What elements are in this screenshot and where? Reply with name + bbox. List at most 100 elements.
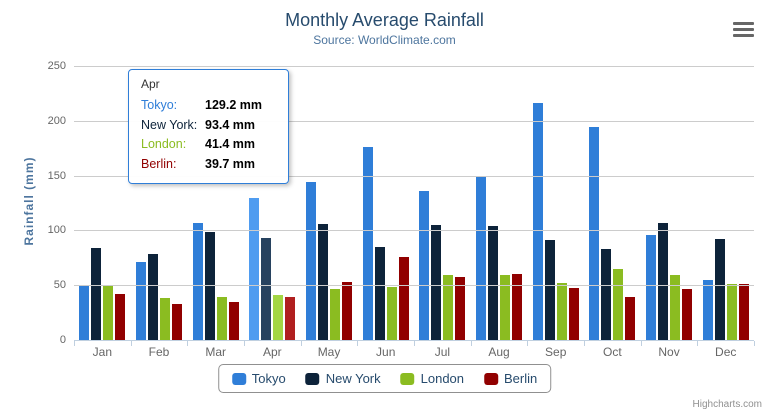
bar-berlin[interactable] [455, 277, 466, 340]
tooltip-value: 41.4 mm [205, 137, 256, 151]
x-axis-tick [640, 341, 642, 346]
category-slot-sep [527, 66, 584, 340]
category-slot-feb [131, 66, 188, 340]
y-axis-label: 200 [47, 114, 66, 127]
bar-new-york[interactable] [601, 248, 612, 340]
bar-tokyo[interactable] [532, 102, 543, 340]
legend-symbol [305, 372, 320, 385]
tooltip-rows: Tokyo: 129.2 mm New York: 93.4 mm London: 41.… [141, 96, 277, 174]
bar-berlin[interactable] [228, 302, 239, 340]
bar-tokyo[interactable] [646, 235, 657, 340]
bar-tokyo[interactable] [589, 127, 600, 340]
x-axis-label: Feb [148, 345, 170, 359]
bar-london[interactable] [330, 288, 341, 340]
bar-group [646, 66, 693, 340]
category-slot-aug [471, 66, 528, 340]
bar-london[interactable] [443, 275, 454, 340]
bar-london[interactable] [556, 282, 567, 340]
bar-group [532, 66, 579, 340]
bar-berlin[interactable] [398, 257, 409, 340]
legend-item-berlin[interactable]: Berlin [484, 371, 537, 386]
bar-new-york[interactable] [488, 225, 499, 340]
bar-new-york[interactable] [148, 253, 158, 340]
bar-new-york[interactable] [658, 223, 669, 340]
bar-london[interactable] [670, 275, 681, 340]
bar-tokyo[interactable] [192, 223, 203, 340]
x-axis-label: May [317, 345, 341, 359]
legend: Tokyo New York London Berlin [217, 364, 552, 393]
legend-item-london[interactable]: London [400, 371, 464, 386]
bar-group [362, 66, 409, 340]
bar-tokyo[interactable] [136, 261, 146, 340]
category-slot-may [301, 66, 358, 340]
bar-new-york[interactable] [91, 248, 102, 340]
bar-berlin[interactable] [625, 297, 636, 340]
y-axis-label: 0 [59, 334, 66, 346]
x-axis-label: Nov [658, 345, 680, 359]
bar-new-york[interactable] [374, 247, 385, 340]
bar-tokyo[interactable] [306, 182, 317, 340]
gridline-150 [74, 175, 754, 177]
bar-london[interactable] [216, 296, 227, 340]
x-axis-label: Apr [263, 345, 282, 359]
bar-berlin[interactable] [568, 287, 579, 340]
bar-new-york[interactable] [714, 238, 725, 340]
bar-tokyo[interactable] [702, 280, 713, 340]
bar-london[interactable] [103, 286, 114, 340]
tooltip-row: Berlin: 39.7 mm [141, 155, 277, 175]
bar-new-york[interactable] [261, 237, 272, 340]
x-axis-tick [357, 341, 359, 346]
credits-link[interactable]: Highcharts.com [692, 399, 762, 410]
category-slot-dec [697, 66, 754, 340]
y-axis-label: 250 [47, 60, 66, 72]
x-axis-tick [187, 341, 189, 346]
chart-title: Monthly Average Rainfall [285, 10, 484, 30]
category-slot-jul [414, 66, 471, 340]
category-slot-jun [357, 66, 414, 340]
x-axis-label: Aug [488, 345, 510, 359]
bar-london[interactable] [386, 287, 397, 340]
tooltip-value: 93.4 mm [205, 117, 256, 132]
legend-symbol [484, 372, 499, 385]
gridline-250 [74, 66, 754, 67]
bar-tokyo[interactable] [476, 177, 487, 340]
legend-item-new-york[interactable]: New York [305, 371, 381, 386]
legend-symbol [400, 372, 415, 385]
bar-london[interactable] [273, 294, 284, 340]
bar-berlin[interactable] [285, 296, 296, 340]
bar-berlin[interactable] [342, 282, 353, 340]
bar-new-york[interactable] [431, 224, 442, 340]
export-menu-button[interactable] [729, 20, 757, 40]
tooltip-series-name: London: [141, 137, 187, 151]
x-axis-tick [244, 341, 245, 346]
bar-london[interactable] [613, 268, 624, 340]
x-axis-tick [130, 341, 132, 346]
bar-berlin[interactable] [115, 293, 126, 340]
bar-tokyo[interactable] [362, 147, 373, 340]
bar-group [249, 66, 296, 340]
x-axis-tick [414, 341, 415, 346]
bar-berlin[interactable] [512, 273, 523, 340]
legend-item-tokyo[interactable]: Tokyo [231, 371, 286, 386]
bar-berlin[interactable] [172, 303, 182, 340]
bar-group [702, 66, 749, 340]
tooltip-row: Tokyo: 129.2 mm [141, 96, 277, 116]
x-axis-tick [470, 341, 472, 346]
bar-group [306, 66, 353, 340]
bar-london[interactable] [160, 297, 170, 340]
tooltip-row: New York: 93.4 mm [141, 116, 277, 136]
bar-berlin[interactable] [682, 288, 693, 340]
x-axis-tick [697, 341, 699, 346]
bar-london[interactable] [726, 283, 737, 340]
bar-tokyo[interactable] [79, 285, 90, 340]
bar-group [419, 66, 466, 340]
bar-tokyo[interactable] [249, 198, 260, 340]
tooltip: Apr Tokyo: 129.2 mm New York: 93.4 mm London… [128, 69, 289, 184]
bar-new-york[interactable] [544, 240, 555, 340]
x-axis-label: Sep [545, 345, 567, 359]
bar-tokyo[interactable] [419, 191, 430, 340]
bar-berlin[interactable] [738, 284, 749, 340]
bar-new-york[interactable] [318, 223, 329, 340]
bar-london[interactable] [500, 274, 511, 340]
